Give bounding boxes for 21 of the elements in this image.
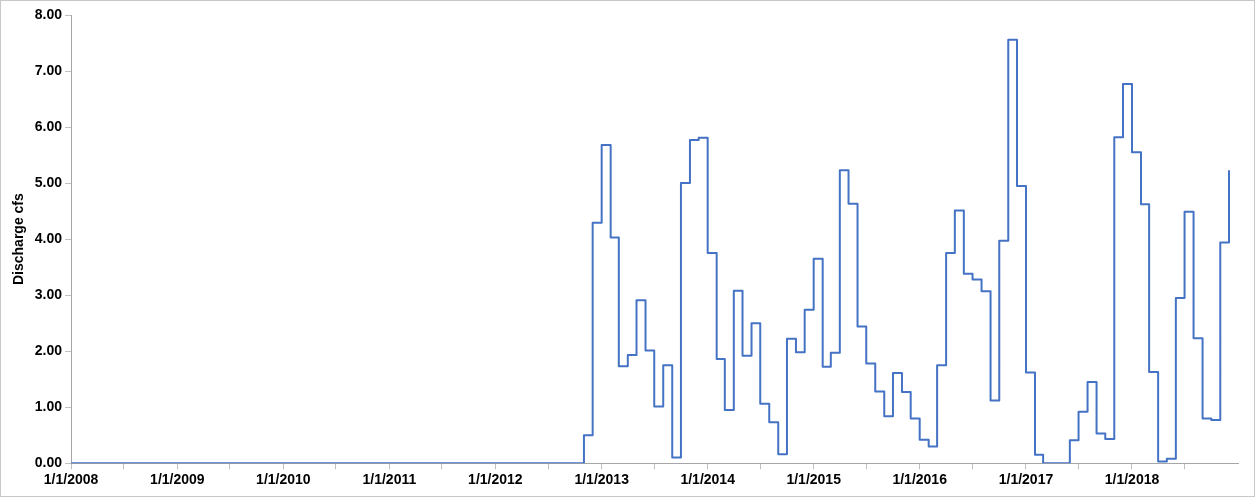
x-tick-label: 1/1/2008 bbox=[43, 471, 99, 488]
y-tick-label: 0.00 bbox=[34, 454, 63, 471]
y-axis-title: Discharge cfs bbox=[10, 192, 27, 286]
x-tick-label: 1/1/2013 bbox=[574, 471, 630, 488]
x-tick-label: 1/1/2012 bbox=[468, 471, 523, 488]
x-tick-label: 1/1/2017 bbox=[998, 471, 1054, 488]
x-tick-label: 1/1/2016 bbox=[892, 471, 948, 488]
y-tick-label: 1.00 bbox=[34, 398, 63, 415]
x-tick-label: 1/1/2015 bbox=[786, 471, 842, 488]
y-tick-label: 2.00 bbox=[34, 342, 63, 359]
y-tick-label: 6.00 bbox=[34, 117, 63, 134]
y-tick-label: 7.00 bbox=[34, 61, 63, 78]
y-tick-label: 3.00 bbox=[34, 285, 63, 302]
x-tick-label: 1/1/2018 bbox=[1104, 471, 1160, 488]
x-tick-label: 1/1/2014 bbox=[680, 471, 736, 488]
y-tick-label: 4.00 bbox=[34, 229, 63, 246]
y-tick-label: 5.00 bbox=[34, 173, 63, 190]
x-tick-label: 1/1/2009 bbox=[150, 471, 205, 488]
y-tick-label: 8.00 bbox=[34, 5, 63, 22]
x-tick-label: 1/1/2011 bbox=[362, 471, 417, 488]
x-tick-label: 1/1/2010 bbox=[256, 471, 311, 488]
